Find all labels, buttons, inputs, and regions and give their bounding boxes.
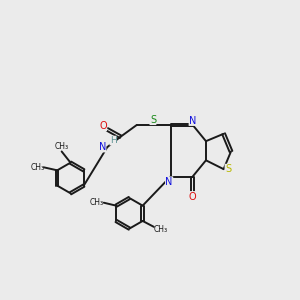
Text: S: S bbox=[150, 115, 156, 125]
Text: N: N bbox=[189, 116, 196, 126]
Text: H: H bbox=[110, 136, 117, 145]
Text: N: N bbox=[166, 177, 173, 187]
Text: CH₃: CH₃ bbox=[30, 163, 44, 172]
Text: S: S bbox=[225, 164, 231, 174]
Text: O: O bbox=[99, 121, 107, 131]
Text: O: O bbox=[189, 191, 196, 202]
Text: CH₃: CH₃ bbox=[55, 142, 69, 151]
Text: N: N bbox=[99, 142, 106, 152]
Text: CH₃: CH₃ bbox=[153, 225, 167, 234]
Text: CH₃: CH₃ bbox=[90, 198, 104, 207]
